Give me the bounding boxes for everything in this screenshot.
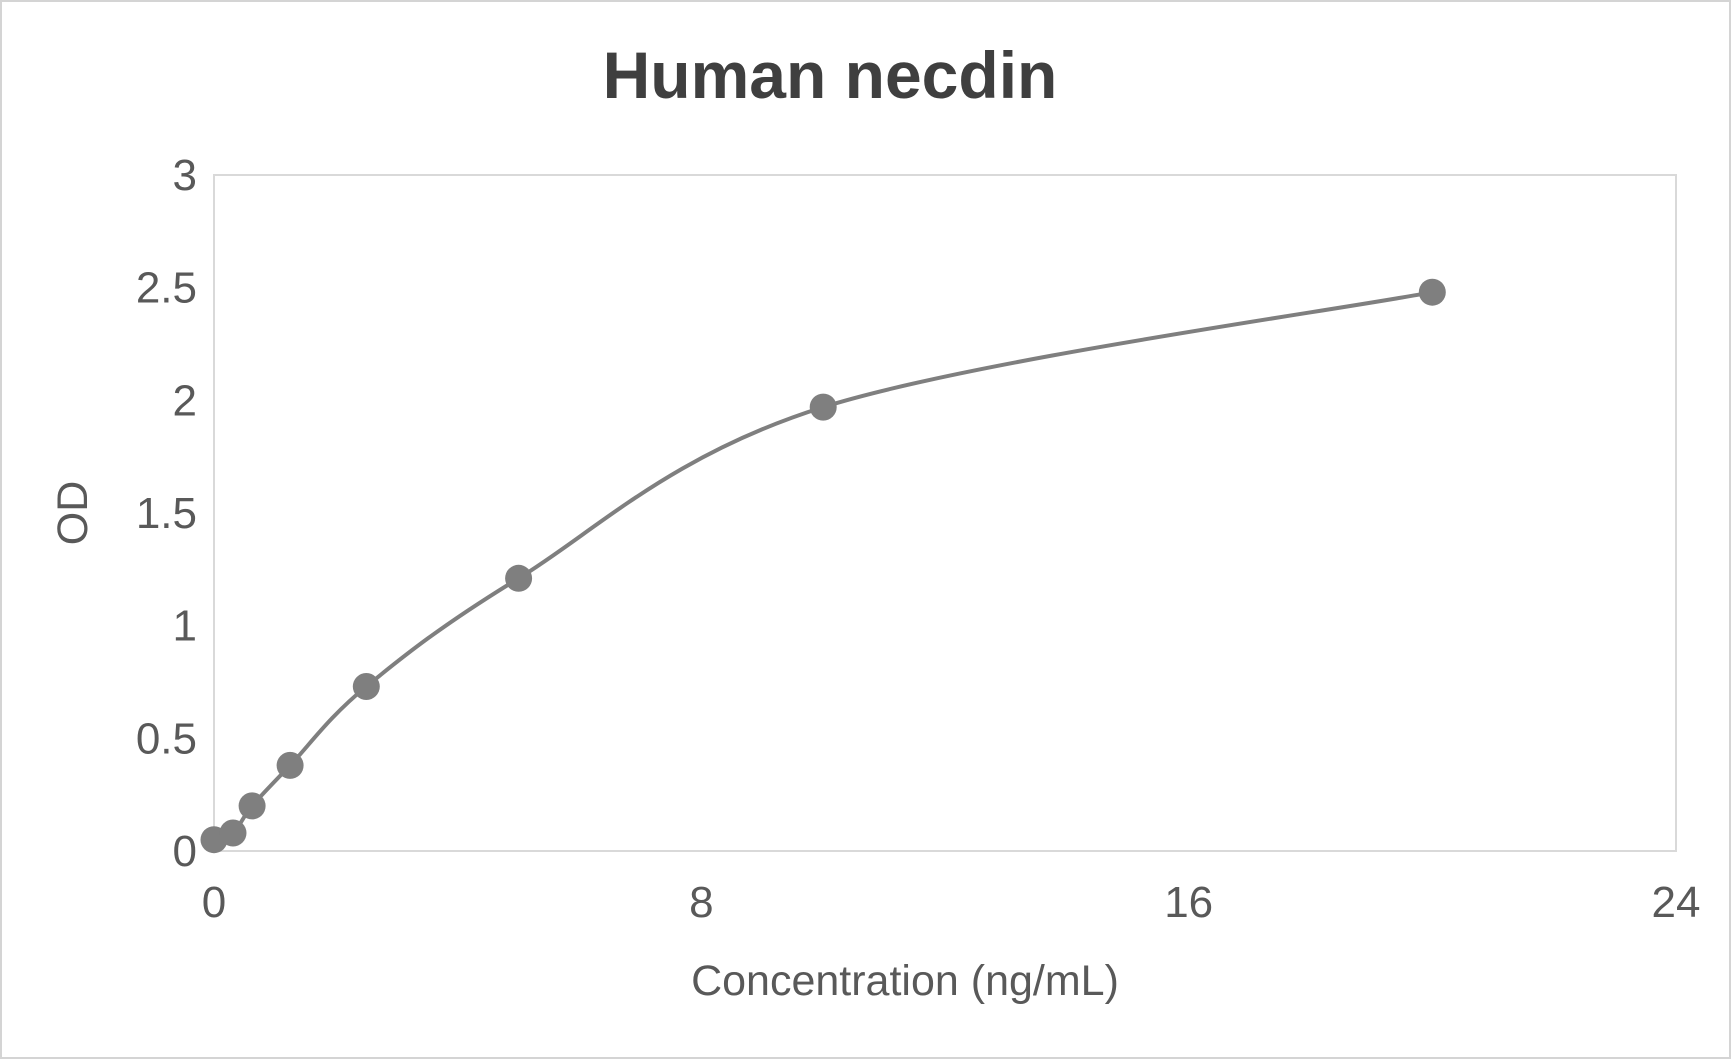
- data-point-marker: [219, 819, 247, 847]
- data-point-marker: [276, 751, 304, 779]
- plot-border: [213, 174, 1677, 852]
- x-tick-label: 16: [1164, 878, 1213, 927]
- x-tick-label: 24: [1652, 878, 1701, 927]
- y-tick-label: 0: [173, 827, 197, 876]
- data-point-marker: [352, 673, 380, 700]
- data-point-marker: [238, 792, 266, 820]
- y-tick-label: 0.5: [136, 714, 197, 763]
- x-tick-label: 8: [689, 878, 713, 927]
- y-tick-label: 1: [173, 602, 197, 651]
- y-tick-label: 3: [173, 151, 197, 200]
- data-point-marker: [505, 564, 533, 592]
- series-markers: [200, 278, 1446, 854]
- x-tick-label: 0: [202, 878, 226, 927]
- y-axis-title: OD: [49, 481, 97, 546]
- series-line: [212, 290, 1435, 842]
- data-point-marker: [809, 393, 837, 421]
- x-axis-title: Concentration (ng/mL): [691, 957, 1119, 1005]
- y-tick-label: 2.5: [136, 264, 197, 313]
- axis-tick-labels: 0 8 16 24 0 0.5 1 1.5 2 2.5 3: [136, 151, 1701, 927]
- y-tick-label: 2: [173, 376, 197, 425]
- chart-title: Human necdin: [603, 38, 1058, 112]
- y-tick-label: 1.5: [136, 489, 197, 538]
- data-point-marker: [1418, 278, 1446, 306]
